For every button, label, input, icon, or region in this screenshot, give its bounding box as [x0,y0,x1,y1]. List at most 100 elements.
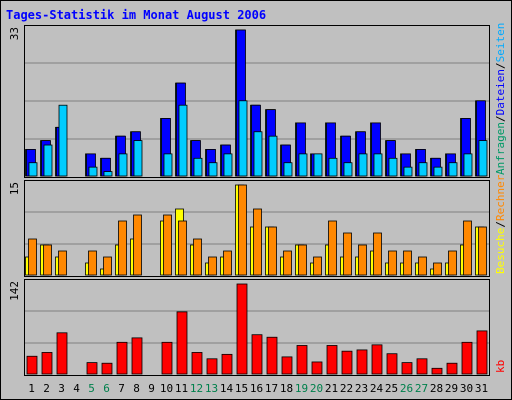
day-label-26: 26 [400,382,413,395]
bar-kb-day-26 [401,362,413,375]
panel-bottom: 142 kb [8,279,507,376]
day-label-4: 4 [73,382,80,395]
bar-kb-day-16 [251,334,263,375]
bar-kb-day-20 [311,361,323,375]
day-label-7: 7 [118,382,125,395]
bar-rechner-day-22 [343,232,352,276]
panels: 33Anfragen/Dateien/Seiten15Besuche/Rechn… [8,23,507,376]
legend-entry: Dateien [494,69,507,115]
bar-rechner-day-13 [208,256,217,276]
bar-kb-day-24 [371,344,383,375]
bar-kb-day-13 [206,358,218,375]
bar-rechner-day-11 [178,220,187,276]
day-label-19: 19 [295,382,308,395]
bar-rechner-day-7 [118,220,127,276]
legend-entry: / [494,221,507,228]
bar-seiten-day-21 [328,157,338,177]
day-label-13: 13 [205,382,218,395]
bar-seiten-day-15 [238,100,248,177]
day-label-5: 5 [88,382,95,395]
day-label-16: 16 [250,382,263,395]
bar-seiten-day-10 [163,153,173,177]
day-label-18: 18 [280,382,293,395]
day-label-25: 25 [385,382,398,395]
bar-seiten-day-22 [343,162,353,177]
day-label-3: 3 [58,382,65,395]
bar-kb-day-15 [236,283,248,375]
bar-rechner-day-3 [58,250,67,276]
bar-seiten-day-11 [178,104,188,177]
day-label-6: 6 [103,382,110,395]
bar-seiten-day-16 [253,131,263,177]
bar-rechner-day-15 [238,184,247,276]
bar-seiten-day-5 [88,166,98,177]
series-kb [26,283,488,375]
day-label-27: 27 [415,382,428,395]
bar-seiten-day-26 [403,166,413,177]
bar-kb-day-8 [131,337,143,375]
legend-entry: kb [494,360,507,373]
bar-kb-day-17 [266,336,278,375]
bar-kb-day-29 [446,362,458,375]
ymax-label-top: 33 [8,27,21,40]
bar-rechner-day-12 [193,238,202,276]
bar-kb-day-23 [356,349,368,375]
bar-seiten-day-29 [448,162,458,177]
legend-bottom: kb [494,360,507,373]
chart-title: Tages-Statistik im Monat August 2006 [6,8,266,22]
bar-rechner-day-2 [43,244,52,276]
day-label-12: 12 [190,382,203,395]
ymax-label-bottom: 142 [8,281,21,301]
bar-rechner-day-8 [133,214,142,276]
bar-rechner-day-17 [268,226,277,276]
bar-rechner-day-30 [463,220,472,276]
bar-kb-day-10 [161,341,173,375]
bar-rechner-day-24 [373,232,382,276]
bar-seiten-day-2 [43,144,53,177]
day-label-1: 1 [28,382,35,395]
legend-middle: Besuche/Rechner [494,174,507,274]
bar-kb-day-18 [281,356,293,375]
bar-kb-day-21 [326,345,338,375]
bar-rechner-day-20 [313,256,322,276]
bar-seiten-day-20 [313,153,323,177]
day-label-15: 15 [235,382,248,395]
bar-rechner-day-26 [403,250,412,276]
bar-seiten-day-13 [208,162,218,177]
bar-rechner-day-6 [103,256,112,276]
legend-entry: Besuche [494,228,507,274]
day-label-24: 24 [370,382,384,395]
legend-entry: / [494,115,507,122]
bar-kb-day-5 [86,362,98,375]
series-rechner [28,184,487,276]
bar-seiten-day-3 [58,104,68,177]
bar-seiten-day-24 [373,153,383,177]
day-label-21: 21 [325,382,338,395]
bar-kb-day-19 [296,345,308,375]
legend-entry: Seiten [494,23,507,63]
bar-kb-day-25 [386,353,398,375]
bar-rechner-day-5 [88,250,97,276]
bar-rechner-day-14 [223,250,232,276]
bar-rechner-day-28 [433,262,442,276]
day-label-30: 30 [460,382,473,395]
bar-rechner-day-19 [298,244,307,276]
bar-kb-day-27 [416,358,428,375]
ymax-label-middle: 15 [8,182,21,195]
bar-seiten-day-8 [133,140,143,177]
bar-kb-day-30 [461,341,473,375]
bar-seiten-day-23 [358,153,368,177]
bar-kb-day-3 [56,332,68,375]
day-tick-labels: 1 2 3 4 5 6 7 8 9 10 11 12 13 14 15 16 17 18 19 20 21 22 23 24 2… [28,382,488,395]
bar-seiten-day-17 [268,135,278,177]
bar-seiten-day-28 [433,166,443,177]
bar-seiten-day-19 [298,153,308,177]
bar-seiten-day-30 [463,153,473,177]
bar-seiten-day-6 [103,171,113,177]
bar-rechner-day-27 [418,256,427,276]
bar-rechner-day-31 [478,226,487,276]
legend-entry: Rechner [494,174,507,221]
bar-seiten-day-18 [283,162,293,177]
